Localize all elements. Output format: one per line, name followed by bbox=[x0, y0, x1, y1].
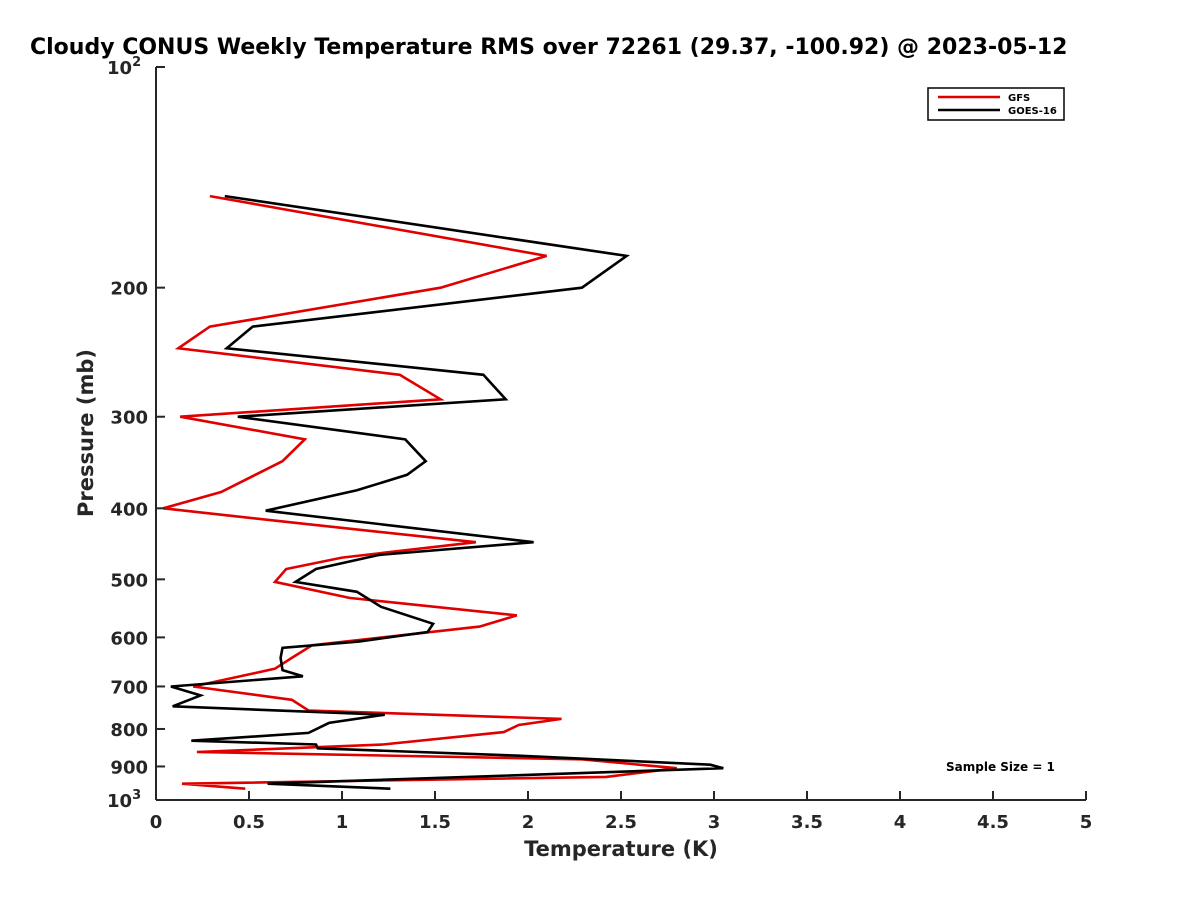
y-tick-label: 800 bbox=[110, 720, 148, 741]
x-axis-ticks: 0 0.5 1 1.5 2 2.5 3 3.5 4 4.5 5 bbox=[150, 791, 1093, 833]
y-tick-label: 300 bbox=[110, 408, 148, 429]
y-tick-label-exponent: 2 bbox=[132, 55, 141, 70]
x-tick-label: 4 bbox=[894, 812, 907, 833]
x-tick-label: 4.5 bbox=[977, 812, 1009, 833]
x-tick-label: 1 bbox=[336, 812, 349, 833]
x-tick-label: 0.5 bbox=[233, 812, 265, 833]
x-tick-label: 3 bbox=[708, 812, 721, 833]
y-tick-label: 600 bbox=[110, 628, 148, 649]
y-tick-label: 102 bbox=[107, 55, 141, 79]
y-tick-label: 200 bbox=[110, 279, 148, 300]
x-tick-label: 0 bbox=[150, 812, 163, 833]
x-tick-label: 5 bbox=[1080, 812, 1093, 833]
series-layer bbox=[163, 194, 724, 790]
series-line-gfs bbox=[163, 194, 677, 790]
y-tick-label: 700 bbox=[110, 677, 148, 698]
y-tick-label: 900 bbox=[110, 757, 148, 778]
series-line-goes-16 bbox=[170, 194, 724, 790]
y-tick-label: 103 bbox=[107, 788, 141, 812]
y-tick-label-base: 10 bbox=[107, 58, 132, 79]
chart-title: Cloudy CONUS Weekly Temperature RMS over… bbox=[30, 35, 1067, 60]
x-tick-label: 2 bbox=[522, 812, 535, 833]
y-axis-label: Pressure (mb) bbox=[74, 349, 98, 517]
x-tick-label: 1.5 bbox=[419, 812, 451, 833]
legend-label-goes-16: GOES-16 bbox=[1008, 106, 1057, 117]
x-axis-label: Temperature (K) bbox=[524, 837, 718, 861]
legend-label-gfs: GFS bbox=[1008, 93, 1030, 104]
x-tick-label: 2.5 bbox=[605, 812, 637, 833]
y-tick-label: 500 bbox=[110, 570, 148, 591]
y-tick-label-exponent: 3 bbox=[132, 788, 141, 803]
y-tick-label-base: 10 bbox=[107, 791, 132, 812]
y-tick-label: 400 bbox=[110, 499, 148, 520]
sample-size-annotation: Sample Size = 1 bbox=[946, 760, 1055, 774]
x-tick-label: 3.5 bbox=[791, 812, 823, 833]
legend-box bbox=[927, 87, 1065, 121]
legend: GFS GOES-16 bbox=[927, 87, 1065, 121]
